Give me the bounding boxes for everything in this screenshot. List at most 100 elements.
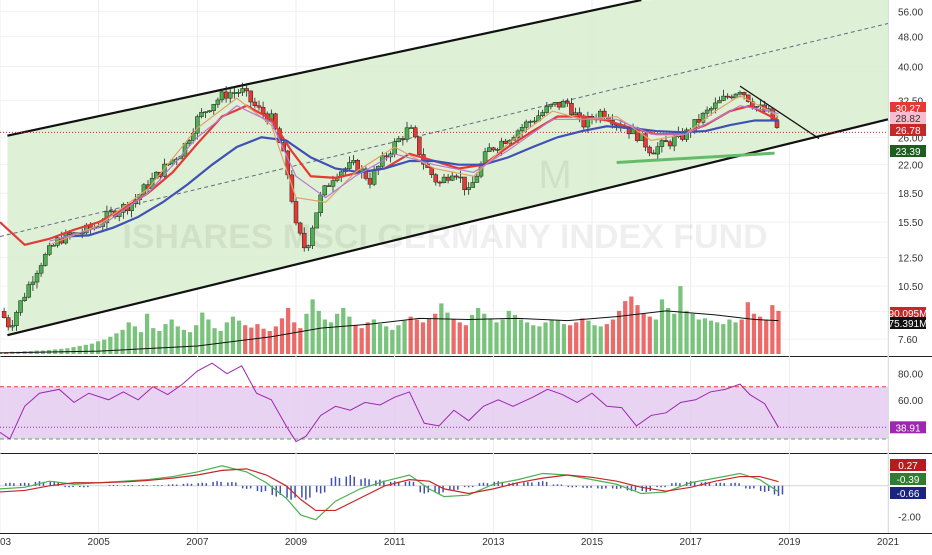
volume-bar: [757, 316, 763, 354]
volume-bar: [690, 313, 695, 354]
volume-bar: [408, 316, 413, 354]
price-tick-label: 15.50: [898, 218, 923, 229]
volume-bar: [776, 310, 781, 354]
volume-bar: [531, 325, 536, 354]
volume-bar: [322, 319, 328, 354]
time-tick-label: 2015: [581, 537, 604, 548]
candle-body: [108, 210, 114, 213]
price-tick-label: 12.50: [898, 253, 923, 264]
volume-bar: [623, 301, 628, 354]
candle-body: [42, 254, 48, 266]
candle-body: [556, 102, 562, 108]
volume-bar: [218, 331, 223, 354]
volume-bar: [721, 324, 726, 354]
volume-bar: [169, 319, 174, 354]
candle-body: [548, 104, 554, 107]
volume-bar: [236, 320, 242, 354]
candle-body: [310, 227, 315, 246]
macd-badge: -0.66: [897, 489, 920, 500]
candle-body: [647, 146, 652, 154]
volume-bar: [592, 325, 597, 354]
volume-bar: [71, 347, 76, 354]
volume-bar: [488, 318, 493, 354]
candle-body: [400, 138, 406, 140]
volume-bar: [102, 339, 107, 354]
volume-bar: [402, 320, 407, 354]
candle-body: [207, 110, 212, 113]
volume-bar: [567, 325, 573, 354]
volume-bar: [396, 325, 401, 354]
volume-bar: [672, 313, 677, 354]
volume-bar: [126, 322, 131, 354]
volume-bar: [335, 313, 340, 354]
volume-bar: [653, 319, 659, 354]
volume-bar: [715, 322, 720, 354]
volume-bar: [684, 310, 689, 354]
volume-bar: [157, 331, 162, 354]
candle-body: [569, 102, 574, 115]
volume-bar: [574, 322, 579, 354]
price-badge: 28.82: [895, 114, 920, 125]
volume-badge-bg: [890, 317, 926, 329]
rsi-badge-bg: [890, 421, 926, 434]
macd-badge-bg: [890, 487, 926, 499]
rsi-tick-label: 60.00: [898, 396, 923, 407]
candle-body: [326, 185, 332, 187]
volume-bar: [537, 326, 542, 354]
volume-bar: [647, 316, 652, 354]
interval-watermark: M: [538, 153, 571, 197]
candle-body: [655, 146, 661, 155]
price-badge-bg: [890, 145, 926, 157]
volume-bar: [353, 325, 358, 354]
volume-bar: [384, 326, 389, 354]
price-badge: 30.27: [895, 104, 920, 115]
candle-body: [433, 174, 439, 183]
volume-bar: [696, 319, 701, 354]
time-tick-label: 2021: [877, 537, 900, 548]
volume-bar: [659, 299, 665, 354]
volume-bar: [751, 313, 757, 354]
candle-body: [408, 127, 414, 129]
candle-body: [22, 296, 27, 301]
candle-body: [470, 182, 476, 188]
volume-bar: [586, 320, 591, 354]
candle-body: [445, 176, 451, 181]
candle-body: [34, 272, 40, 283]
price-badge-bg: [890, 102, 926, 114]
candle-body: [297, 222, 303, 234]
volume-badge: 75.391M: [889, 319, 928, 330]
candle-body: [725, 95, 730, 98]
volume-bar: [255, 324, 260, 354]
candle-body: [449, 175, 455, 181]
candle-body: [626, 128, 632, 135]
volume-bar: [261, 328, 266, 354]
candle-body: [532, 120, 537, 123]
macd-line: [0, 465, 779, 521]
volume-bar: [549, 319, 554, 354]
volume-bar: [163, 324, 168, 354]
rsi-badge: 38.91: [895, 423, 920, 434]
candle-body: [186, 140, 192, 144]
candle-body: [704, 109, 710, 114]
volume-bar: [635, 305, 640, 354]
volume-bar: [433, 313, 438, 354]
candle-body: [519, 127, 525, 132]
candle-body: [729, 96, 735, 99]
price-badge-bg: [890, 124, 926, 136]
volume-bar: [678, 286, 683, 354]
volume-bar: [89, 343, 95, 354]
candle-body: [458, 176, 463, 179]
price-tick-label: 48.00: [898, 33, 923, 44]
volume-bar: [629, 296, 634, 354]
candle-body: [363, 168, 369, 179]
volume-bar: [598, 326, 603, 354]
candle-body: [38, 265, 44, 274]
volume-bar: [279, 318, 285, 354]
candle-body: [30, 281, 36, 285]
volume-bar: [555, 320, 560, 354]
candle-body: [219, 91, 225, 101]
candle-body: [528, 121, 533, 123]
candle-body: [486, 147, 492, 152]
